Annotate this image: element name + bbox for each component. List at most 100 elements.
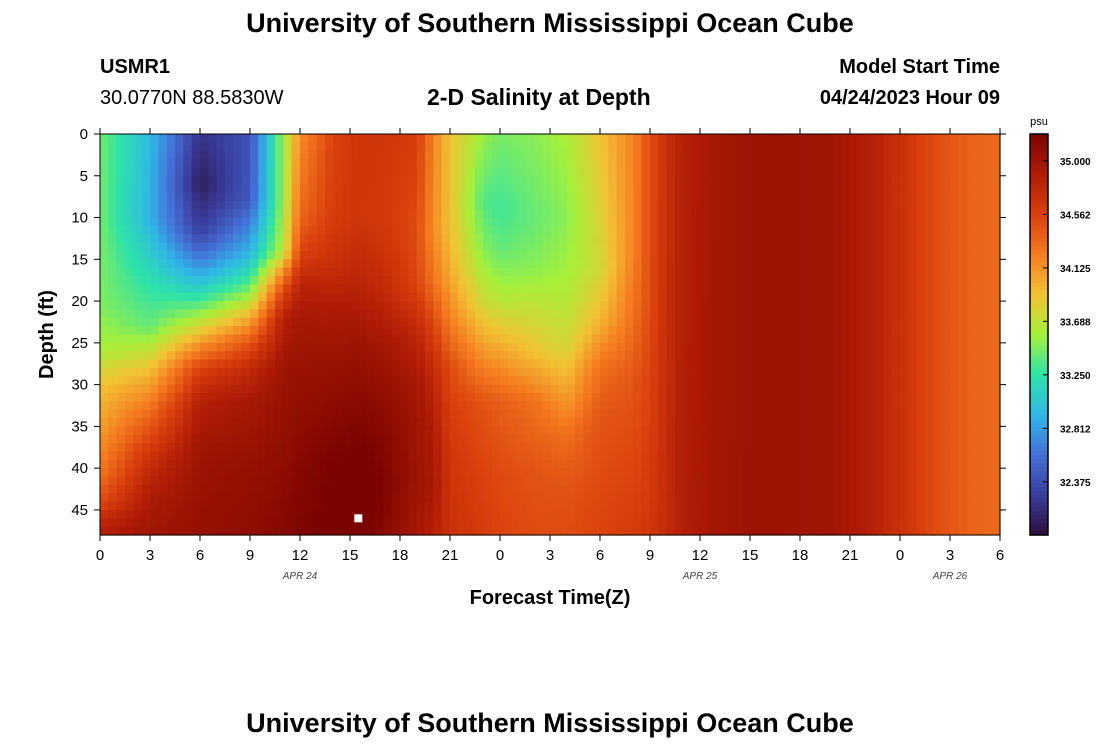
heatmap-cell [300, 384, 309, 394]
heatmap-cell [283, 334, 293, 344]
heatmap-cell [675, 267, 684, 277]
heatmap-cell [516, 509, 526, 519]
heatmap-cell [658, 451, 668, 461]
heatmap-cell [291, 134, 301, 143]
heatmap-cell [425, 167, 434, 177]
heatmap-cell [408, 359, 418, 369]
heatmap-cell [858, 384, 868, 394]
heatmap-cell [183, 225, 193, 235]
heatmap-cell [750, 384, 759, 394]
heatmap-cell [216, 409, 226, 419]
heatmap-cell [766, 334, 776, 344]
heatmap-cell [766, 518, 776, 528]
heatmap-cell [316, 476, 326, 486]
heatmap-cell [716, 359, 726, 369]
heatmap-cell [933, 159, 943, 169]
heatmap-cell [191, 250, 201, 260]
heatmap-cell [133, 159, 143, 169]
heatmap-cell [175, 459, 184, 469]
heatmap-cell [625, 267, 634, 277]
heatmap-cell [866, 175, 876, 185]
heatmap-cell [958, 367, 968, 377]
heatmap-cell [491, 476, 501, 486]
heatmap-cell [925, 192, 934, 202]
heatmap-cell [450, 418, 459, 427]
heatmap-cell [491, 493, 501, 503]
heatmap-cell [391, 142, 401, 152]
heatmap-cell [958, 384, 968, 394]
heatmap-cell [508, 167, 518, 177]
heatmap-cell [683, 409, 693, 419]
heatmap-cell [125, 493, 134, 503]
heatmap-cell [625, 392, 634, 402]
heatmap-cell [600, 234, 609, 244]
heatmap-cell [591, 484, 601, 494]
heatmap-cell [608, 259, 618, 269]
heatmap-cell [133, 234, 143, 244]
heatmap-cell [950, 367, 959, 377]
heatmap-cell [750, 459, 759, 469]
heatmap-cell [700, 309, 709, 319]
heatmap-cell [733, 217, 743, 227]
heatmap-cell [283, 225, 293, 235]
heatmap-cell [500, 167, 509, 177]
heatmap-cell [133, 484, 143, 494]
heatmap-cell [258, 392, 268, 402]
heatmap-cell [450, 384, 459, 394]
heatmap-cell [241, 401, 251, 411]
heatmap-cell [100, 184, 109, 194]
heatmap-cell [816, 334, 826, 344]
heatmap-cell [341, 192, 351, 202]
heatmap-cell [475, 259, 484, 269]
heatmap-cell [133, 418, 143, 427]
heatmap-cell [741, 159, 751, 169]
heatmap-cell [516, 217, 526, 227]
heatmap-cell [416, 351, 426, 361]
heatmap-cell [341, 342, 351, 352]
heatmap-cell [358, 501, 368, 511]
heatmap-cell [333, 134, 343, 143]
heatmap-cell [850, 225, 859, 235]
heatmap-cell [333, 234, 343, 244]
heatmap-cell [650, 509, 659, 519]
heatmap-cell [750, 292, 759, 302]
heatmap-cell [341, 317, 351, 327]
heatmap-cell [825, 451, 834, 461]
heatmap-cell [833, 443, 843, 453]
heatmap-cell [150, 142, 159, 152]
heatmap-cell [525, 192, 534, 202]
heatmap-cell [500, 184, 509, 194]
heatmap-cell [891, 284, 901, 294]
heatmap-cell [125, 384, 134, 394]
heatmap-cell [908, 259, 918, 269]
heatmap-cell [900, 134, 909, 143]
heatmap-cell [550, 501, 559, 511]
heatmap-cell [133, 342, 143, 352]
heatmap-cell [641, 150, 651, 160]
heatmap-cell [150, 484, 159, 494]
heatmap-cell [925, 493, 934, 503]
heatmap-cell [816, 167, 826, 177]
heatmap-cell [783, 426, 793, 436]
heatmap-cell [150, 459, 159, 469]
heatmap-cell [108, 200, 118, 210]
heatmap-cell [591, 509, 601, 519]
heatmap-cell [283, 468, 293, 478]
heatmap-cell [958, 301, 968, 311]
heatmap-cell [800, 267, 809, 277]
heatmap-cell [683, 451, 693, 461]
heatmap-cell [691, 459, 701, 469]
heatmap-cell [183, 192, 193, 202]
heatmap-cell [141, 309, 151, 319]
heatmap-cell [891, 342, 901, 352]
heatmap-cell [200, 434, 209, 444]
heatmap-cell [308, 342, 318, 352]
heatmap-cell [575, 518, 584, 528]
heatmap-cell [141, 484, 151, 494]
heatmap-cell [391, 150, 401, 160]
heatmap-cell [416, 526, 426, 536]
heatmap-cell [250, 134, 259, 143]
heatmap-cell [933, 200, 943, 210]
heatmap-cell [283, 409, 293, 419]
heatmap-cell [225, 509, 234, 519]
